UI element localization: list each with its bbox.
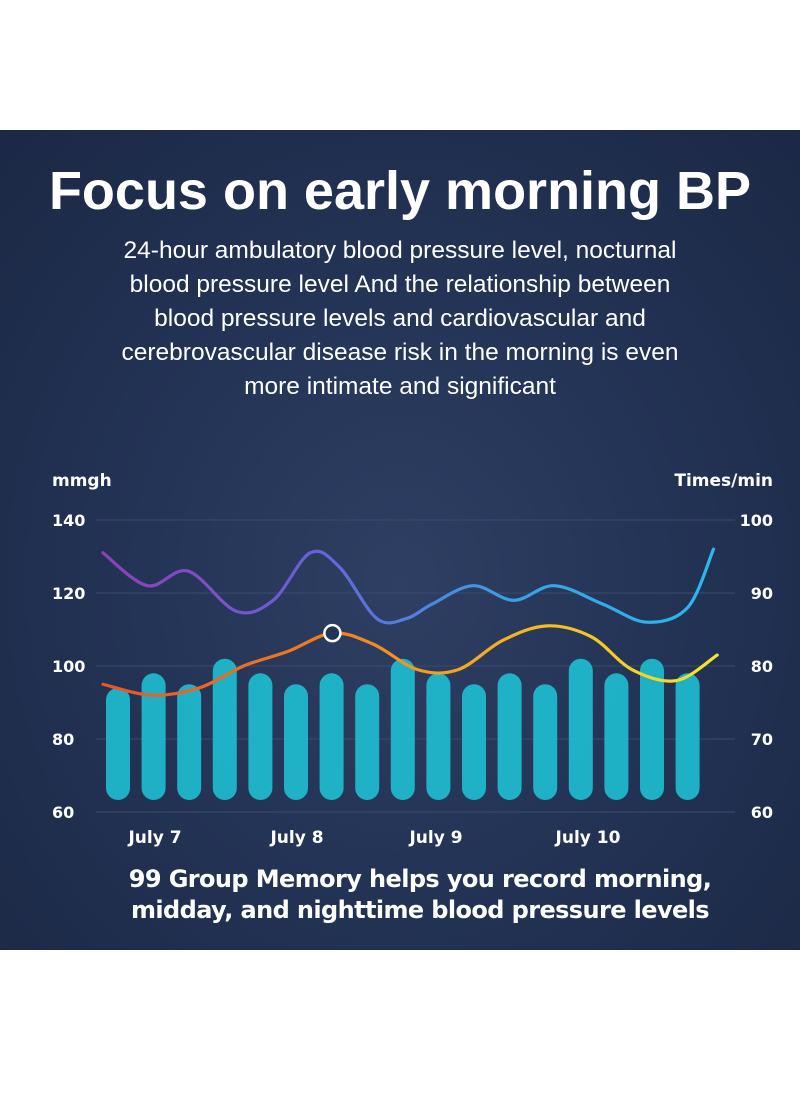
caption-line: midday, and nighttime blood pressure lev… [131,896,710,924]
bar [640,658,664,800]
subtitle-line: cerebrovascular disease risk in the morn… [121,339,679,366]
caption-line: 99 Group Memory helps you record morning… [128,865,712,893]
subtitle-line: 24-hour ambulatory blood pressure level,… [123,237,677,264]
chart-panel [0,130,800,950]
subtitle-line: blood pressure levels and cardiovascular… [154,305,646,332]
subtitle-line: blood pressure level And the relationshi… [129,271,671,298]
bar [248,673,273,800]
x-tick-label: July 10 [555,828,621,848]
y2-tick-label: 70 [751,730,773,749]
bar [106,687,130,800]
caption: 99 Group Memory helps you record morning… [60,864,780,926]
y-tick-label: 120 [52,584,85,603]
y2-tick-label: 80 [751,657,773,676]
bp-chart: mmgh Times/min 140 100 120 90 100 80 80 70 60 60 J… [52,471,773,848]
bar [284,684,308,800]
bar [177,684,202,800]
bar [426,673,451,800]
systolic-line [101,547,716,625]
subtitle: 24-hour ambulatory blood pressure level,… [85,234,715,404]
y-tick-label: 60 [52,803,74,822]
bar [497,673,522,800]
x-tick-label: July 8 [269,828,323,848]
bar [675,673,700,800]
x-tick-label: July 7 [127,828,181,848]
y2-tick-label: 60 [751,803,773,822]
y-tick-label: 100 [52,657,85,676]
heart-rate-line [101,624,719,697]
y2-tick-label: 90 [751,584,773,603]
bar [319,673,344,800]
y2-tick-label: 100 [740,511,773,530]
bar [355,684,380,800]
page-title: Focus on early morning BP [48,161,752,221]
bar [141,673,166,800]
bar [568,658,593,800]
highlight-marker [323,623,342,643]
y-tick-label: 140 [52,511,85,530]
y2-axis-label: Times/min [674,471,773,491]
bar [212,658,237,800]
y-axis-label: mmgh [52,471,112,491]
bar [533,684,558,800]
x-tick-label: July 9 [408,828,462,848]
bar [462,684,486,800]
bar [390,658,415,800]
y-tick-label: 80 [52,730,74,749]
subtitle-line: more intimate and significant [244,373,556,400]
bar [604,673,629,800]
